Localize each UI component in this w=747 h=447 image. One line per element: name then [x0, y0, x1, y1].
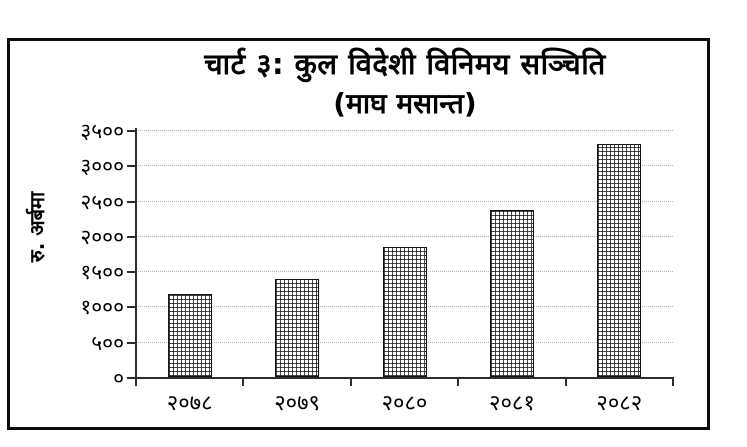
x-axis-label: २०८२ [596, 391, 643, 416]
bar [275, 279, 320, 377]
x-axis-label: २०८० [381, 391, 428, 416]
gridline [136, 235, 673, 237]
bar [167, 294, 212, 377]
x-axis-tick [457, 379, 460, 386]
y-axis-tick [127, 130, 135, 132]
y-axis-line [135, 128, 137, 384]
x-axis-tick [564, 379, 567, 386]
x-axis-tick [672, 379, 674, 386]
y-tick-label: ० [113, 366, 124, 390]
x-axis-label: २०७९ [274, 391, 320, 416]
x-axis-label: २०८१ [489, 391, 535, 416]
y-axis-tick [127, 271, 135, 274]
gridline [136, 165, 673, 167]
chart-title: चार्ट ३: कुल विदेशी विनिमय सञ्चिति [204, 47, 606, 81]
bar [382, 247, 427, 377]
y-tick-label: २५०० [80, 189, 124, 214]
bar [489, 210, 534, 377]
bar [597, 144, 642, 377]
y-tick-label: १००० [80, 295, 124, 320]
x-axis-tick [242, 379, 245, 386]
chart-subtitle: (माघ मसान्त) [333, 87, 477, 120]
y-axis-tick [127, 235, 135, 238]
x-axis-line [136, 377, 674, 379]
gridline [136, 200, 673, 202]
y-tick-label: ५०० [91, 330, 124, 355]
gridline [136, 130, 673, 131]
y-tick-label: ३००० [80, 154, 124, 179]
y-axis-tick [127, 377, 135, 379]
y-axis-tick [127, 306, 135, 309]
chart-frame [7, 38, 710, 430]
y-tick-label: ३५०० [80, 119, 124, 143]
x-axis-tick [349, 379, 352, 386]
x-axis-tick [135, 379, 137, 386]
x-axis-label: २०७८ [166, 391, 213, 416]
y-axis-tick [127, 165, 135, 168]
y-axis-tick [127, 200, 135, 203]
y-tick-label: २००० [80, 224, 124, 249]
y-tick-label: १५०० [80, 260, 124, 285]
y-axis-tick [127, 341, 135, 344]
